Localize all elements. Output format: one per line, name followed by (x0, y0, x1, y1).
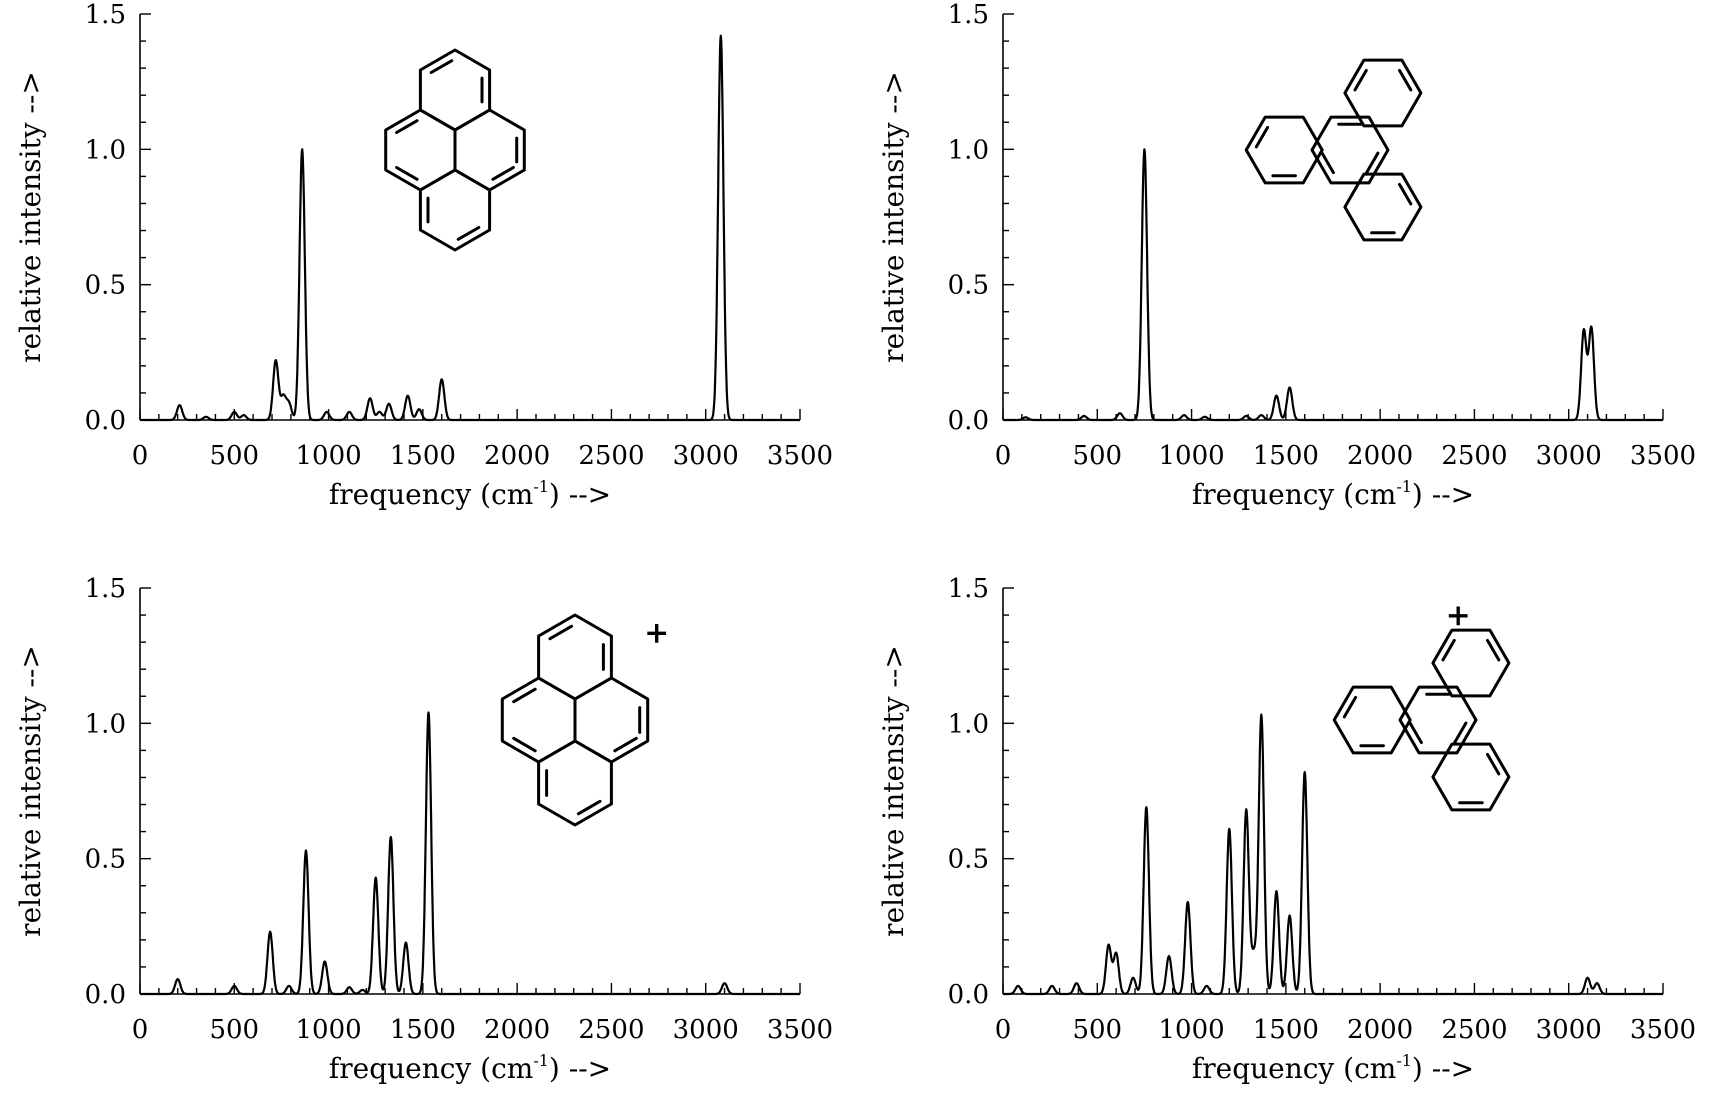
pyrene-structure (384, 48, 526, 252)
y-tick-label: 0.5 (948, 845, 989, 875)
spectrum-line (139, 34, 801, 422)
x-tick-label: 3500 (767, 1015, 833, 1045)
x-tick-label: 1000 (1158, 441, 1224, 471)
y-tick-label: 0.0 (85, 406, 126, 436)
y-tick-label: 1.0 (85, 709, 126, 739)
x-tick-label: 1000 (295, 1015, 361, 1045)
x-tick-label: 2000 (484, 1015, 550, 1045)
triphenylene-structure: + (1332, 598, 1511, 812)
y-tick-label: 1.5 (948, 574, 989, 604)
y-tick-label: 1.0 (948, 135, 989, 165)
x-tick-label: 0 (132, 441, 149, 471)
y-tick-label: 0.5 (85, 271, 126, 301)
x-tick-label: 1500 (390, 1015, 456, 1045)
x-axis-title: frequency (cm-1) --> (329, 1051, 611, 1085)
x-tick-label: 500 (209, 1015, 259, 1045)
y-tick-label: 0.0 (948, 980, 989, 1010)
x-tick-label: 1000 (1158, 1015, 1224, 1045)
x-tick-label: 0 (132, 1015, 149, 1045)
x-axis-title: frequency (cm-1) --> (1192, 1051, 1474, 1085)
spectrum-line (139, 711, 801, 996)
x-tick-label: 3000 (1536, 1015, 1602, 1045)
x-tick-label: 2000 (1347, 1015, 1413, 1045)
triphenylene-cation-spectrum: 0.0 0.5 1.0 1.5 0 500 1000 1500 2000 2500 3000 3500… (877, 574, 1696, 1085)
x-tick-label: 3500 (1630, 1015, 1696, 1045)
x-tick-label: 0 (995, 1015, 1012, 1045)
y-tick-label: 1.5 (85, 0, 126, 30)
x-tick-label: 2000 (1347, 441, 1413, 471)
x-tick-label: 2500 (578, 441, 644, 471)
y-axis-title: relative intensity --> (14, 645, 47, 937)
x-tick-label: 0 (995, 441, 1012, 471)
x-tick-label: 3000 (673, 1015, 739, 1045)
x-tick-label: 2500 (1441, 1015, 1507, 1045)
x-tick-label: 1500 (1253, 441, 1319, 471)
x-axis-title: frequency (cm-1) --> (1192, 477, 1474, 511)
pyrene-spectrum: 0.0 0.5 1.0 1.5 0 500 1000 1500 2000 2500 3000 3500… (14, 0, 833, 511)
triphenylene-spectrum: 0.0 0.5 1.0 1.5 0 500 1000 1500 2000 2500 3000 3500… (877, 0, 1696, 511)
y-tick-label: 0.0 (948, 406, 989, 436)
pyrene-structure: + (500, 613, 669, 827)
y-tick-label: 1.0 (85, 135, 126, 165)
x-tick-label: 1500 (1253, 1015, 1319, 1045)
x-tick-label: 2500 (578, 1015, 644, 1045)
y-axis-title: relative intensity --> (877, 71, 910, 363)
y-axis-title: relative intensity --> (14, 71, 47, 363)
charge-label: + (644, 615, 669, 650)
x-tick-label: 500 (1072, 441, 1122, 471)
spectrum-line (1002, 713, 1664, 996)
x-tick-label: 3000 (1536, 441, 1602, 471)
x-tick-label: 2500 (1441, 441, 1507, 471)
y-tick-label: 1.0 (948, 709, 989, 739)
y-tick-label: 0.5 (85, 845, 126, 875)
y-tick-label: 1.5 (948, 0, 989, 30)
y-tick-label: 1.5 (85, 574, 126, 604)
x-tick-label: 3000 (673, 441, 739, 471)
spectrum-line (1002, 148, 1664, 422)
x-tick-label: 500 (1072, 1015, 1122, 1045)
pyrene-cation-spectrum: 0.0 0.5 1.0 1.5 0 500 1000 1500 2000 2500 3000 3500… (14, 574, 833, 1085)
x-tick-label: 3500 (767, 441, 833, 471)
x-tick-label: 1500 (390, 441, 456, 471)
x-tick-label: 2000 (484, 441, 550, 471)
triphenylene-structure (1244, 58, 1423, 242)
y-tick-label: 0.5 (948, 271, 989, 301)
y-tick-label: 0.0 (85, 980, 126, 1010)
charge-label: + (1446, 598, 1471, 633)
x-tick-label: 3500 (1630, 441, 1696, 471)
x-tick-label: 1000 (295, 441, 361, 471)
x-tick-label: 500 (209, 441, 259, 471)
y-axis-title: relative intensity --> (877, 645, 910, 937)
x-axis-title: frequency (cm-1) --> (329, 477, 611, 511)
